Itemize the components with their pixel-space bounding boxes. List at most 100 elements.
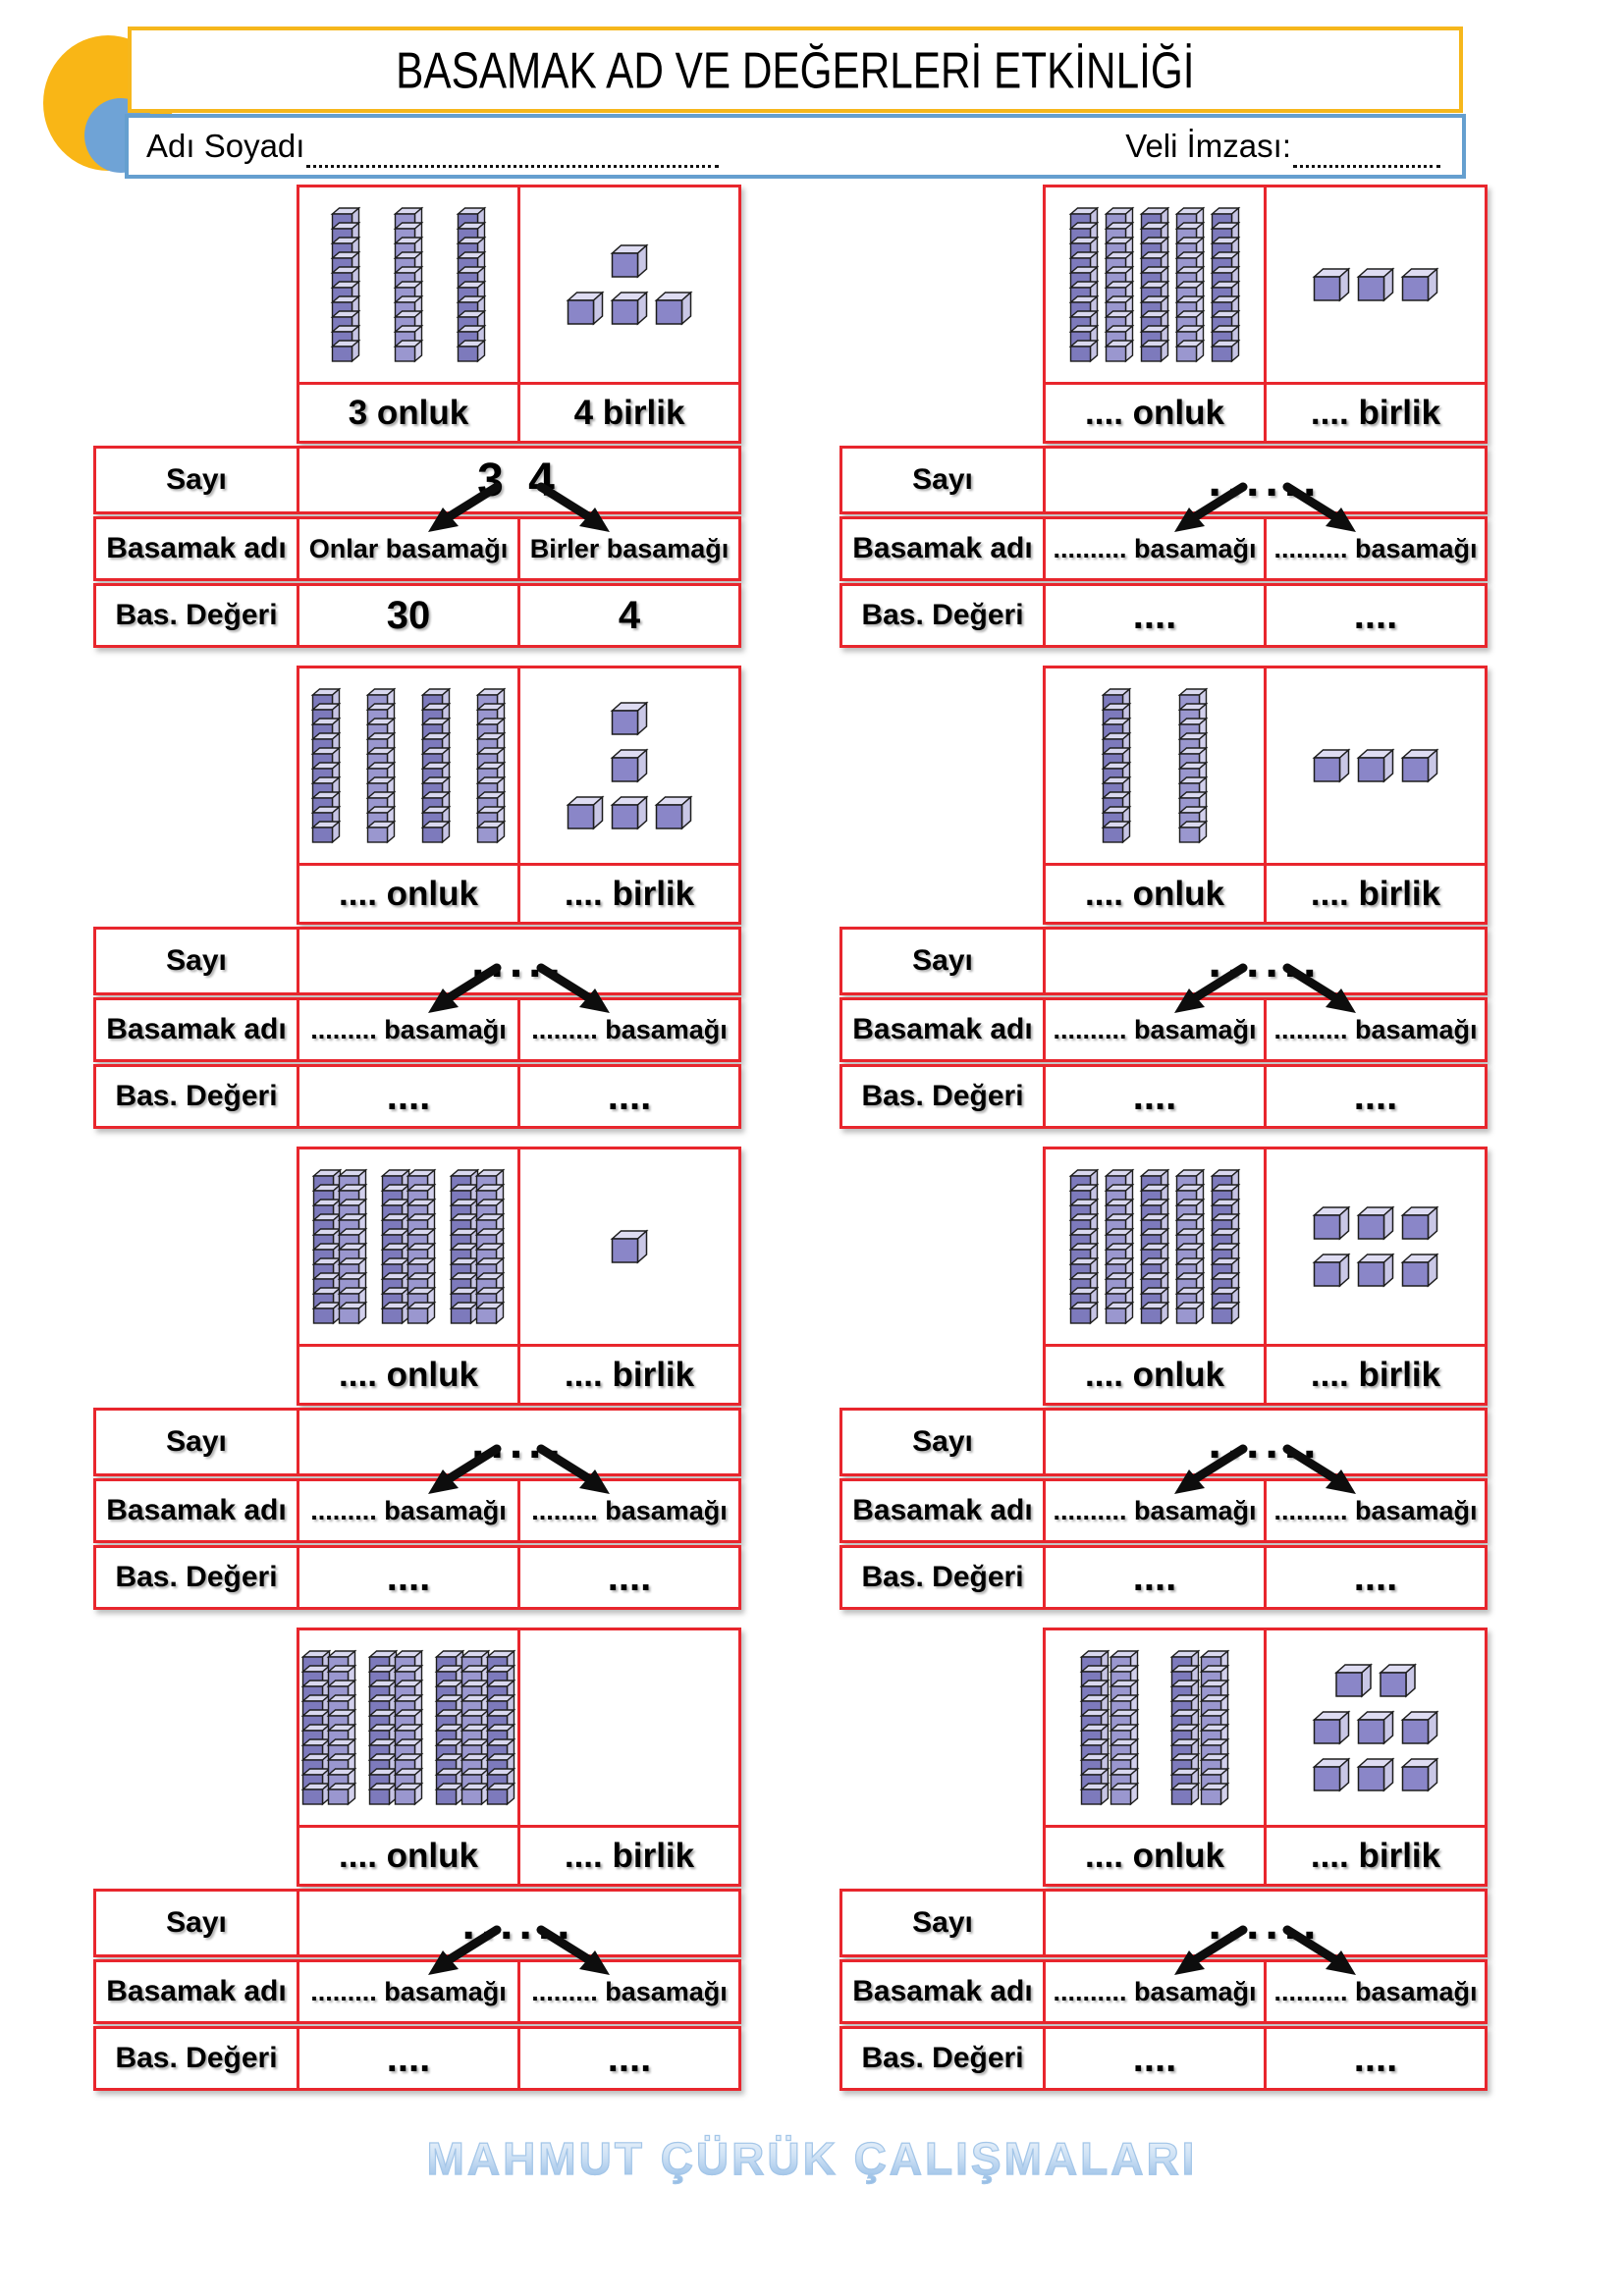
tens-place-name: ......... basamağı (310, 1014, 507, 1044)
base-ten-visual-table: .... onluk .... birlik (1043, 1628, 1488, 1887)
ones-cubes-image (566, 701, 693, 830)
sayi-value: ...... (1208, 1896, 1323, 1949)
tens-rods-image (1068, 1168, 1241, 1325)
sayi-value: ...... (1208, 454, 1323, 507)
birlik-label: .... birlik (1264, 385, 1485, 441)
tens-place-value: .... (386, 1074, 431, 1118)
ones-cubes-cell (517, 668, 738, 863)
tens-rods-cell (1046, 1149, 1264, 1344)
signature-dotted-line (1293, 132, 1440, 168)
ones-place-name: .......... basamağı (1264, 519, 1485, 578)
tens-rods-cell (1046, 187, 1264, 382)
tens-place-name: .......... basamağı (1053, 1495, 1257, 1525)
basamak-adi-row-label: Basamak adı (96, 1962, 299, 2021)
tens-place-value: .... (1132, 2036, 1177, 2080)
ones-cubes-cell (1264, 1149, 1485, 1344)
tens-rods-cell (1046, 1630, 1264, 1825)
tens-place-name: ......... basamağı (310, 1976, 507, 2006)
ones-cubes-cell (517, 1149, 738, 1344)
bas-degeri-row-label: Bas. Değeri (842, 1548, 1046, 1607)
tens-place-name: .......... basamağı (1053, 533, 1257, 563)
base-ten-visual-table: .... onluk .... birlik (297, 1147, 741, 1406)
sayi-value: ...... (461, 1896, 576, 1949)
ones-cubes-image (566, 243, 693, 326)
basamak-adi-row-label: Basamak adı (842, 519, 1046, 578)
ones-place-value: .... (1264, 586, 1485, 645)
birlik-label: 4 birlik (517, 385, 738, 441)
sayi-value: ...... (1208, 1415, 1323, 1468)
tens-place-value: .... (1132, 1074, 1177, 1118)
bas-degeri-row-label: Bas. Değeri (96, 586, 299, 645)
ones-place-name: .......... basamağı (1264, 1000, 1485, 1059)
ones-place-name: .......... basamağı (1264, 1962, 1485, 2021)
basamak-adi-row-label: Basamak adı (842, 1481, 1046, 1540)
onluk-label: .... onluk (1085, 393, 1224, 432)
sayi-row-label: Sayı (96, 1892, 299, 1954)
onluk-label: .... onluk (339, 874, 478, 913)
sayi-row-label: Sayı (842, 1892, 1046, 1954)
exercise-block: .... onluk .... birlik Sayı ..... Basama… (93, 1147, 741, 1610)
ones-cubes-image (1312, 267, 1439, 302)
ones-cubes-cell (1264, 668, 1485, 863)
birlik-label: .... birlik (1264, 866, 1485, 922)
ones-place-name: .......... basamağı (1264, 1481, 1485, 1540)
onluk-label: .... onluk (1085, 1836, 1224, 1875)
tens-rods-image (1079, 1649, 1230, 1806)
exercise-block: .... onluk .... birlik Sayı ...... Basam… (839, 666, 1488, 1129)
sayi-row-label: Sayı (842, 1411, 1046, 1473)
tens-place-value: .... (1132, 1555, 1177, 1599)
tens-place-name: .......... basamağı (1053, 1976, 1257, 2006)
ones-cubes-image (1312, 1205, 1439, 1288)
ones-place-name: ......... basamağı (517, 1481, 738, 1540)
ones-place-name: ......... basamağı (517, 1962, 738, 2021)
bas-degeri-row-label: Bas. Değeri (842, 2029, 1046, 2088)
tens-place-name: .......... basamağı (1053, 1014, 1257, 1044)
name-dotted-line (306, 132, 720, 168)
tens-rods-image (300, 1649, 516, 1806)
sayi-row-label: Sayı (842, 449, 1046, 511)
basamak-adi-row-label: Basamak adı (842, 1000, 1046, 1059)
ones-cubes-image (1312, 748, 1439, 783)
name-signature-box: Adı Soyadı Veli İmzası: (125, 114, 1466, 179)
bas-degeri-row-label: Bas. Değeri (842, 586, 1046, 645)
sayi-value: ...... (1208, 934, 1323, 988)
birlik-label: .... birlik (517, 1828, 738, 1884)
ones-cubes-cell (517, 187, 738, 382)
sayi-row-label: Sayı (96, 1411, 299, 1473)
base-ten-visual-table: .... onluk .... birlik (1043, 666, 1488, 925)
base-ten-visual-table: .... onluk .... birlik (297, 666, 741, 925)
onluk-label: 3 onluk (348, 393, 469, 432)
bas-degeri-row-label: Bas. Değeri (96, 2029, 299, 2088)
basamak-adi-row-label: Basamak adı (96, 1000, 299, 1059)
onluk-label: .... onluk (1085, 1355, 1224, 1394)
tens-rods-image (310, 687, 507, 844)
tens-rods-image (1068, 206, 1241, 363)
birlik-label: .... birlik (517, 866, 738, 922)
tens-rods-cell (299, 1630, 517, 1825)
basamak-adi-row-label: Basamak adı (96, 1481, 299, 1540)
sayi-value: ..... (471, 1415, 567, 1468)
exercise-block: .... onluk .... birlik Sayı ...... Basam… (839, 185, 1488, 648)
tens-place-name: Onlar basamağı (308, 533, 509, 563)
bas-degeri-row-label: Bas. Değeri (96, 1067, 299, 1126)
ones-place-name: ......... basamağı (517, 1000, 738, 1059)
basamak-adi-row-label: Basamak adı (842, 1962, 1046, 2021)
title-box: BASAMAK AD VE DEĞERLERİ ETKİNLİĞİ (128, 27, 1463, 113)
bas-degeri-row-label: Bas. Değeri (842, 1067, 1046, 1126)
sayi-value: 3 4 (477, 454, 561, 507)
base-ten-visual-table: .... onluk .... birlik (1043, 1147, 1488, 1406)
ones-place-value: .... (1264, 2029, 1485, 2088)
ones-place-value: 4 (517, 586, 738, 645)
exercise-block: .... onluk .... birlik Sayı ..... Basama… (93, 666, 741, 1129)
ones-cubes-cell (1264, 187, 1485, 382)
tens-rods-cell (299, 1149, 517, 1344)
birlik-label: .... birlik (517, 1347, 738, 1403)
ones-place-value: .... (1264, 1548, 1485, 1607)
exercise-block: .... onluk .... birlik Sayı ...... Basam… (839, 1628, 1488, 2091)
tens-place-value: .... (386, 1555, 431, 1599)
sayi-row-label: Sayı (842, 930, 1046, 992)
exercise-block: .... onluk .... birlik Sayı ...... Basam… (839, 1147, 1488, 1610)
tens-rods-cell (299, 187, 517, 382)
ones-cubes-image (610, 1229, 649, 1264)
